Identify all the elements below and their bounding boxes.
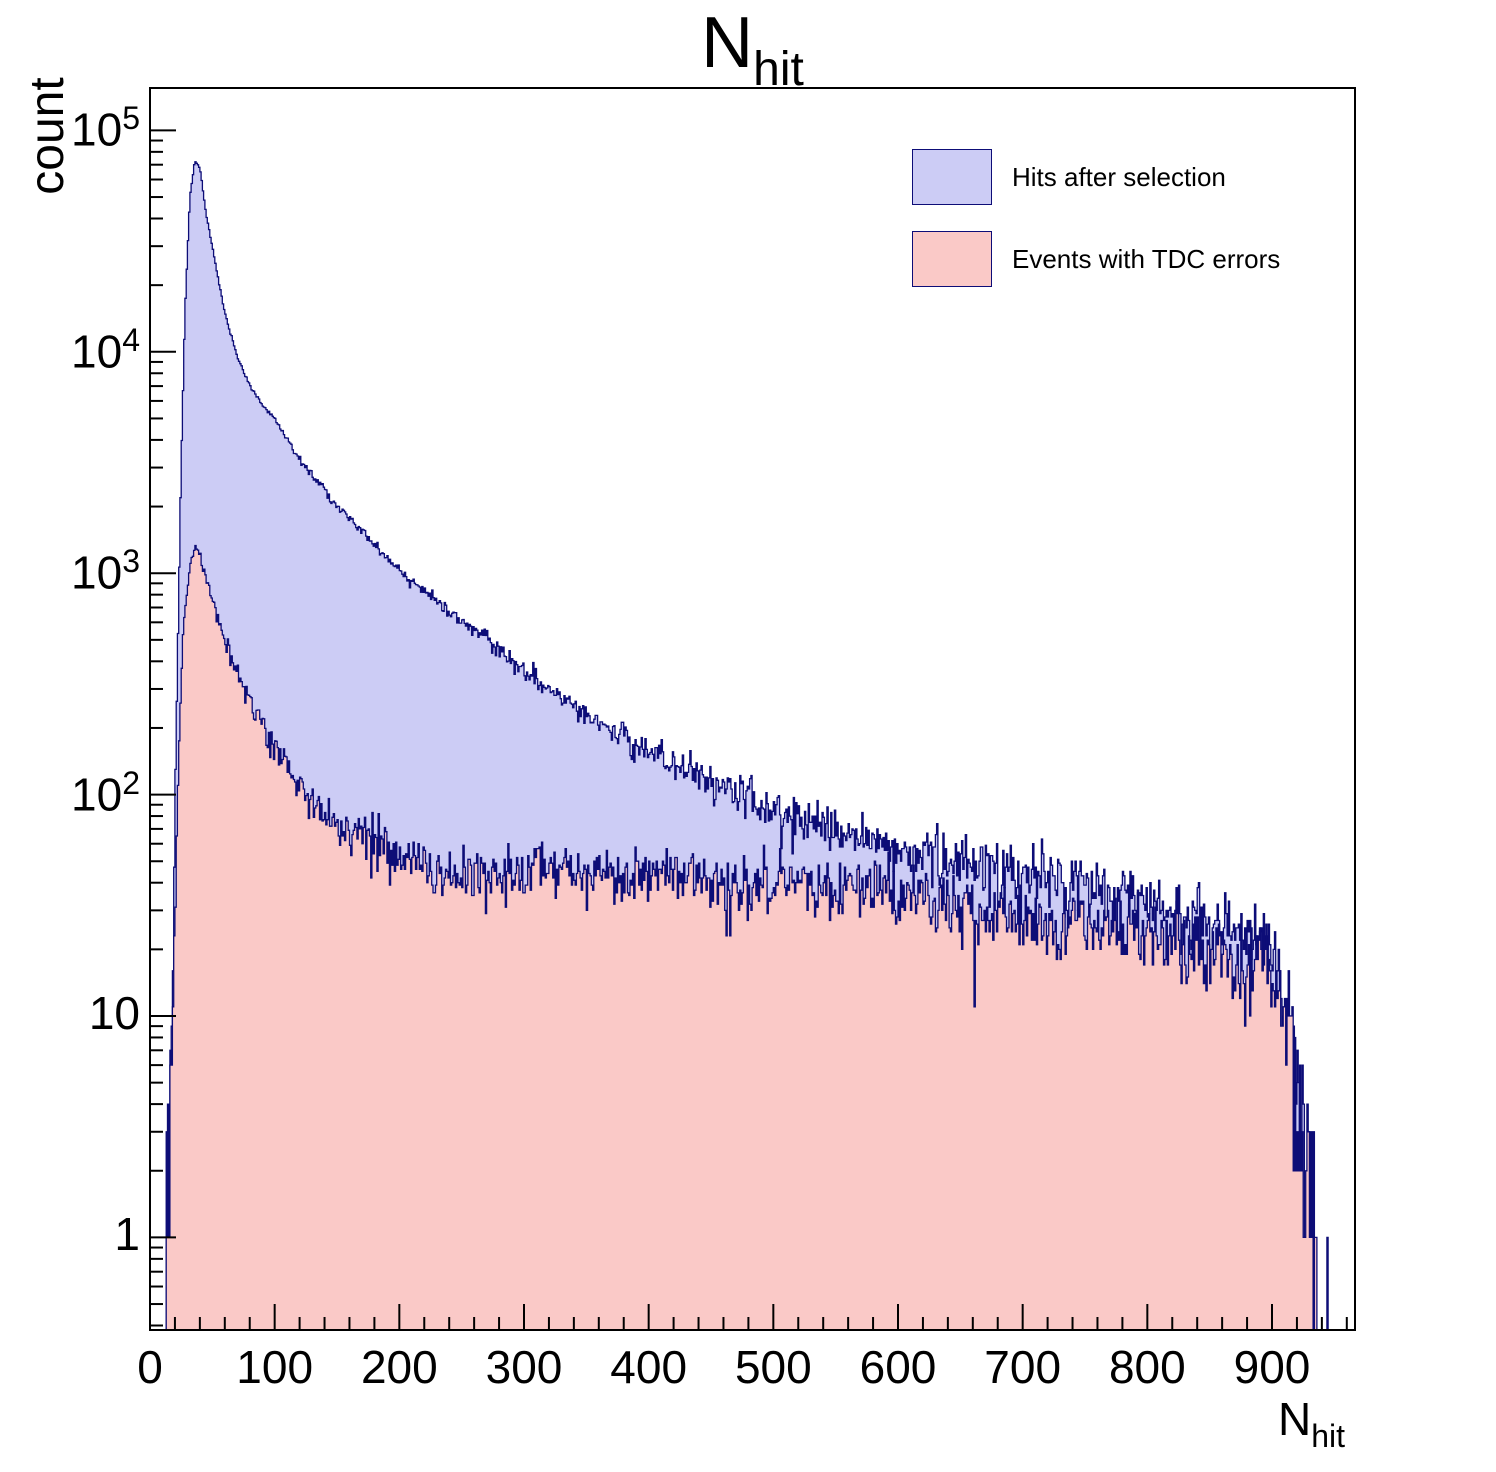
x-tick-label: 0: [137, 1341, 163, 1393]
x-axis-label-subscript: hit: [1311, 1418, 1346, 1454]
legend: Hits after selection Events with TDC err…: [912, 149, 1281, 314]
legend-item-tdc-errors: Events with TDC errors: [912, 231, 1281, 287]
y-tick-label: 1: [114, 1208, 140, 1261]
y-tick-label: 105: [71, 100, 140, 156]
x-axis-label: Nhit: [1278, 1392, 1345, 1455]
x-tick-label: 900: [1233, 1341, 1311, 1393]
x-tick-label: 700: [984, 1341, 1062, 1393]
chart-title-main: N: [701, 3, 754, 83]
y-tick-label: 10: [88, 987, 140, 1039]
y-tick-label: 103: [71, 543, 140, 599]
legend-label: Events with TDC errors: [1012, 244, 1281, 274]
chart-title: Nhit: [150, 2, 1355, 97]
x-tick-label: 500: [734, 1341, 812, 1393]
y-tick-label: 102: [71, 764, 140, 820]
legend-item-hits-after-selection: Hits after selection: [912, 149, 1280, 205]
legend-swatch-pink: [912, 231, 992, 287]
x-tick-label: 200: [360, 1341, 438, 1393]
x-tick-label: 100: [236, 1341, 314, 1393]
legend-label: Hits after selection: [1012, 162, 1226, 192]
x-tick-label: 400: [610, 1341, 688, 1393]
legend-swatch-blue: [912, 149, 992, 205]
y-tick-label: 104: [71, 321, 140, 378]
chart-title-subscript: hit: [753, 43, 804, 96]
x-axis-label-main: N: [1278, 1393, 1312, 1445]
x-tick-label: 600: [859, 1341, 937, 1393]
x-tick-label: 300: [485, 1341, 563, 1393]
x-tick-label: 800: [1108, 1341, 1186, 1393]
